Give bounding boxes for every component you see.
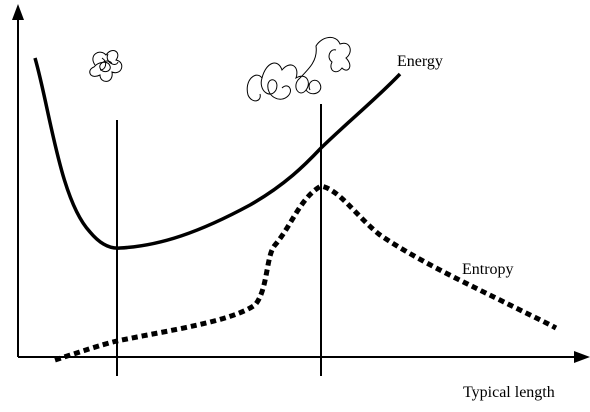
x-axis-label: Typical length xyxy=(463,384,555,401)
entropy-label: Entropy xyxy=(462,261,514,278)
compact-polymer xyxy=(90,51,122,82)
y-axis-arrow xyxy=(12,4,24,20)
diagram: Energy Entropy Typical length xyxy=(0,0,590,407)
energy-curve xyxy=(35,58,400,248)
energy-label: Energy xyxy=(397,53,443,70)
x-axis-arrow xyxy=(574,351,590,363)
axes xyxy=(18,14,580,357)
extended-polymer xyxy=(247,37,350,100)
